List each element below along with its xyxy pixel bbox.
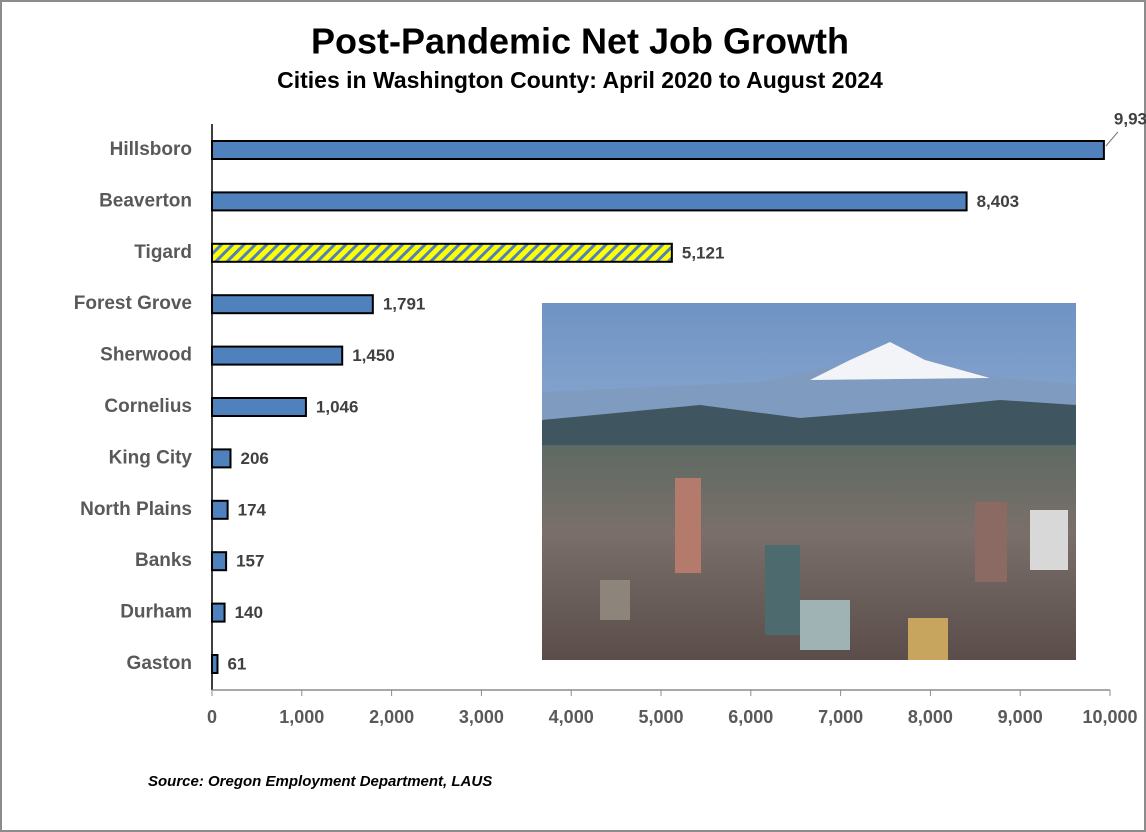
y-tick-label: Hillsboro (110, 139, 192, 160)
x-tick-label: 3,000 (459, 707, 504, 727)
y-tick-label: Cornelius (104, 396, 192, 417)
bar (211, 602, 226, 623)
value-label: 1,791 (383, 295, 426, 314)
x-tick-label: 9,000 (998, 707, 1043, 727)
bar (211, 345, 344, 366)
bar (211, 551, 228, 572)
x-tick-label: 4,000 (549, 707, 594, 727)
y-tick-label: North Plains (80, 499, 192, 520)
y-tick-label: Gaston (127, 653, 192, 674)
value-label: 9,932 (1114, 109, 1146, 128)
value-label: 5,121 (682, 243, 725, 262)
x-tick-label: 6,000 (728, 707, 773, 727)
x-tick-label: 10,000 (1082, 707, 1137, 727)
value-label: 61 (227, 654, 246, 673)
bar (211, 654, 219, 674)
value-label: 206 (240, 449, 268, 468)
label-leader (1105, 131, 1119, 147)
bar (211, 499, 229, 520)
y-tick-label: Forest Grove (74, 293, 192, 314)
x-tick-label: 0 (207, 707, 217, 727)
bar (211, 140, 1105, 160)
y-tick-label: Sherwood (100, 345, 192, 366)
bar (211, 242, 673, 263)
value-label: 1,046 (316, 397, 359, 416)
value-label: 174 (238, 500, 267, 519)
y-tick-label: Durham (120, 602, 192, 623)
chart-subtitle: Cities in Washington County: April 2020 … (277, 67, 883, 93)
y-tick-label: Tigard (134, 242, 192, 263)
value-label: 140 (235, 603, 263, 622)
y-tick-label: Banks (135, 550, 192, 571)
bar (211, 294, 374, 315)
bar (211, 191, 968, 212)
x-tick-label: 5,000 (638, 707, 683, 727)
x-tick-label: 1,000 (279, 707, 324, 727)
value-label: 8,403 (977, 192, 1020, 211)
bar (211, 448, 232, 469)
x-tick-label: 8,000 (908, 707, 953, 727)
value-label: 1,450 (352, 346, 395, 365)
value-label: 157 (236, 552, 264, 571)
x-tick-label: 2,000 (369, 707, 414, 727)
source-note: Source: Oregon Employment Department, LA… (148, 773, 492, 790)
bar (211, 397, 307, 417)
y-tick-label: King City (109, 447, 193, 468)
y-tick-label: Beaverton (99, 190, 192, 211)
chart-title: Post-Pandemic Net Job Growth (311, 21, 849, 62)
x-tick-label: 7,000 (818, 707, 863, 727)
photo (542, 303, 1076, 660)
